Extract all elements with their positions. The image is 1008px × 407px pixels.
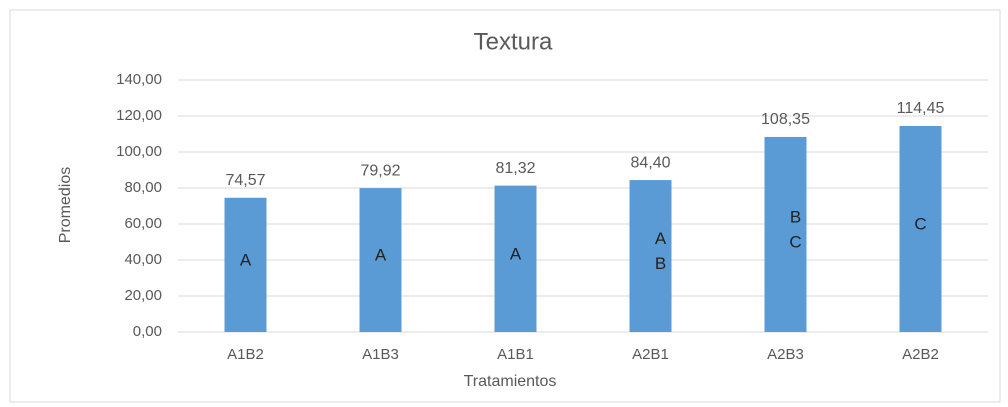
value-label: 108,35 — [761, 111, 810, 128]
bar — [359, 188, 402, 332]
y-tick-label: 0,00 — [133, 323, 162, 340]
group-letter: B — [790, 207, 801, 226]
bar — [899, 125, 942, 333]
y-tick-label: 80,00 — [124, 179, 162, 196]
bar — [764, 136, 807, 332]
group-letter: A — [240, 250, 252, 269]
bar — [494, 185, 537, 332]
group-letter: C — [914, 214, 926, 233]
bar — [224, 197, 267, 332]
y-tick-label: 120,00 — [116, 107, 162, 124]
group-letter: A — [655, 229, 667, 248]
x-tick-label: A2B1 — [632, 346, 669, 363]
y-tick-label: 40,00 — [124, 251, 162, 268]
x-axis-label: Tratamientos — [464, 373, 557, 390]
value-label: 84,40 — [630, 154, 670, 171]
y-tick-label: 140,00 — [116, 71, 162, 88]
x-tick-label: A2B3 — [767, 346, 804, 363]
x-tick-label: A1B1 — [497, 346, 534, 363]
x-tick-label: A1B2 — [227, 346, 264, 363]
y-axis-label: Promedios — [57, 167, 74, 243]
group-letter: A — [375, 246, 387, 265]
group-letter: B — [655, 254, 666, 273]
group-letter: A — [510, 244, 522, 263]
value-label: 74,57 — [225, 172, 265, 189]
value-label: 114,45 — [897, 100, 945, 117]
group-letter: C — [789, 232, 801, 251]
chart-title: Textura — [474, 28, 553, 55]
x-tick-label: A1B3 — [362, 346, 399, 363]
value-label: 81,32 — [495, 160, 535, 177]
y-tick-label: 100,00 — [116, 143, 162, 160]
y-tick-label: 60,00 — [124, 215, 162, 232]
value-label: 79,92 — [360, 162, 400, 179]
bar — [629, 180, 672, 332]
x-tick-label: A2B2 — [902, 346, 939, 363]
y-tick-label: 20,00 — [124, 287, 162, 304]
